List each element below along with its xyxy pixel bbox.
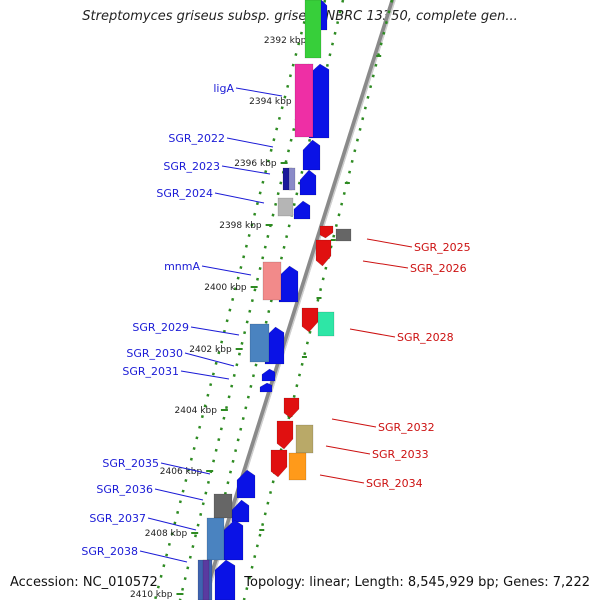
gene-box[interactable] xyxy=(202,559,210,600)
kbp-tick-label: 2402 kbp xyxy=(189,345,232,355)
forward-gene-arrow[interactable] xyxy=(236,469,256,499)
kbp-tick-label: 2408 kbp xyxy=(145,529,188,539)
gene-box[interactable] xyxy=(294,63,314,138)
gene-leader-line xyxy=(319,474,365,484)
gene-leader-line xyxy=(184,352,235,367)
outer-guide-right xyxy=(242,0,394,600)
gene-leader-line xyxy=(221,165,271,175)
kbp-tick-label: 2404 kbp xyxy=(175,406,218,416)
gene-leader-line xyxy=(147,517,197,531)
forward-gene-arrow[interactable] xyxy=(259,382,273,393)
gene-box[interactable] xyxy=(249,323,270,363)
kbp-tick-label: 2400 kbp xyxy=(204,283,247,293)
gene-box[interactable] xyxy=(288,167,296,191)
gene-label[interactable]: SGR_2028 xyxy=(397,331,454,344)
gene-box[interactable] xyxy=(288,452,307,481)
gene-leader-line xyxy=(214,192,265,204)
topology-label: Topology: linear; Length: 8,545,929 bp; … xyxy=(244,575,590,590)
gene-box[interactable] xyxy=(206,517,225,561)
genome-backbone xyxy=(201,0,396,600)
forward-gene-arrow[interactable] xyxy=(299,169,317,196)
kbp-tick-label: 2410 kbp xyxy=(130,590,173,600)
gene-label[interactable]: mnmA xyxy=(164,260,200,273)
forward-gene-arrow[interactable] xyxy=(231,499,250,523)
reverse-gene-arrow[interactable] xyxy=(270,449,288,478)
accession-label: Accession: NC_010572 xyxy=(10,575,158,590)
kbp-tick-label: 2398 kbp xyxy=(219,221,262,231)
gene-leader-line xyxy=(366,238,413,248)
gene-leader-line xyxy=(325,445,371,455)
kbp-tick-label: 2406 kbp xyxy=(160,467,203,477)
reverse-gene-arrow[interactable] xyxy=(315,239,332,267)
gene-box[interactable] xyxy=(317,311,335,337)
gene-box[interactable] xyxy=(213,493,233,519)
gene-label[interactable]: SGR_2029 xyxy=(132,321,189,334)
gene-leader-line xyxy=(235,87,283,97)
kbp-tick-label: 2392 kbp xyxy=(264,36,307,46)
gene-label[interactable]: SGR_2032 xyxy=(378,421,435,434)
gene-leader-line xyxy=(190,326,240,336)
outer-guide-left xyxy=(178,0,327,600)
gene-leader-line xyxy=(362,260,409,269)
forward-gene-arrow[interactable] xyxy=(278,265,299,303)
gene-leader-line xyxy=(160,462,211,475)
kbp-tick-label: 2396 kbp xyxy=(234,159,277,169)
forward-gene-arrow[interactable] xyxy=(214,559,236,600)
gene-leader-line xyxy=(226,137,274,148)
reverse-gene-arrow[interactable] xyxy=(276,420,294,450)
gene-leader-line xyxy=(331,418,377,428)
gene-leader-line xyxy=(180,370,230,380)
gene-box[interactable] xyxy=(295,424,314,454)
forward-gene-arrow[interactable] xyxy=(293,200,311,220)
genome-title: Streptomyces griseus subsp. griseus NBRC… xyxy=(82,9,518,24)
gene-label[interactable]: ligA xyxy=(213,82,234,95)
gene-box[interactable] xyxy=(262,261,282,301)
gene-leader-line xyxy=(139,550,188,563)
gene-leader-line xyxy=(201,265,252,276)
forward-gene-arrow[interactable] xyxy=(261,368,276,382)
gene-label[interactable]: SGR_2030 xyxy=(126,347,183,360)
gene-label[interactable]: SGR_2036 xyxy=(96,483,153,496)
gene-box[interactable] xyxy=(304,0,322,59)
gene-label[interactable]: SGR_2026 xyxy=(410,262,467,275)
reverse-gene-arrow[interactable] xyxy=(283,397,300,419)
gene-leader-line xyxy=(154,488,204,501)
gene-label[interactable]: SGR_2024 xyxy=(156,187,213,200)
gene-box[interactable] xyxy=(335,228,352,242)
reverse-gene-arrow[interactable] xyxy=(319,225,334,239)
gene-label[interactable]: SGR_2033 xyxy=(372,448,429,461)
gene-label[interactable]: SGR_2038 xyxy=(81,545,138,558)
forward-guide xyxy=(153,0,312,600)
gene-label[interactable]: SGR_2022 xyxy=(168,132,225,145)
gene-label[interactable]: SGR_2031 xyxy=(122,365,179,378)
forward-gene-arrow[interactable] xyxy=(302,139,321,171)
gene-label[interactable]: SGR_2037 xyxy=(89,512,146,525)
gene-label[interactable]: SGR_2025 xyxy=(414,241,471,254)
genome-backbone-shade xyxy=(205,0,396,600)
gene-label[interactable]: SGR_2023 xyxy=(163,160,220,173)
gene-label[interactable]: SGR_2035 xyxy=(102,457,159,470)
kbp-tick-label: 2394 kbp xyxy=(249,97,292,107)
reverse-gene-arrow[interactable] xyxy=(301,307,319,333)
gene-label[interactable]: SGR_2034 xyxy=(366,477,423,490)
gene-box[interactable] xyxy=(277,197,294,217)
gene-leader-line xyxy=(349,328,396,338)
